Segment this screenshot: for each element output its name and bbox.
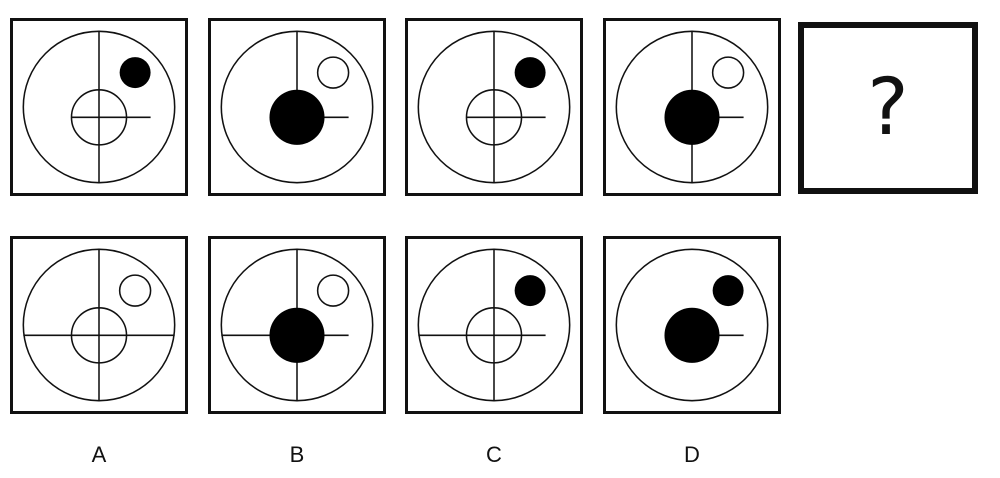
small-filled-dot xyxy=(712,275,744,307)
figure-svg xyxy=(417,30,571,184)
figure-svg xyxy=(615,248,769,402)
sequence-tile-1 xyxy=(10,18,188,196)
question-mark: ? xyxy=(867,63,909,153)
option-label-d: D xyxy=(684,442,700,467)
sequence-tile-4 xyxy=(603,18,781,196)
option-label-a: A xyxy=(91,442,107,467)
center-filled-circle xyxy=(269,307,325,363)
option-tile-d xyxy=(603,236,781,414)
small-filled-dot xyxy=(119,57,151,89)
center-filled-circle xyxy=(664,307,720,363)
option-label-c: C xyxy=(486,442,502,467)
figure-svg xyxy=(22,30,176,184)
outer-circle xyxy=(615,248,769,402)
figure-svg xyxy=(22,248,176,402)
figure-svg xyxy=(417,248,571,402)
figure-svg xyxy=(220,248,374,402)
figure-svg xyxy=(220,30,374,184)
question-tile: ? xyxy=(798,22,978,194)
small-hollow-dot xyxy=(711,56,745,89)
sequence-tile-3 xyxy=(405,18,583,196)
option-tile-b xyxy=(208,236,386,414)
figure-svg xyxy=(615,30,769,184)
small-hollow-dot xyxy=(316,274,350,307)
small-hollow-dot xyxy=(118,274,152,307)
small-filled-dot xyxy=(514,275,546,307)
center-filled-circle xyxy=(269,89,325,145)
sequence-tile-2 xyxy=(208,18,386,196)
option-tile-a xyxy=(10,236,188,414)
option-label-b: B xyxy=(289,442,305,467)
small-hollow-dot xyxy=(316,56,350,89)
small-filled-dot xyxy=(514,57,546,89)
center-filled-circle xyxy=(664,89,720,145)
option-tile-c xyxy=(405,236,583,414)
